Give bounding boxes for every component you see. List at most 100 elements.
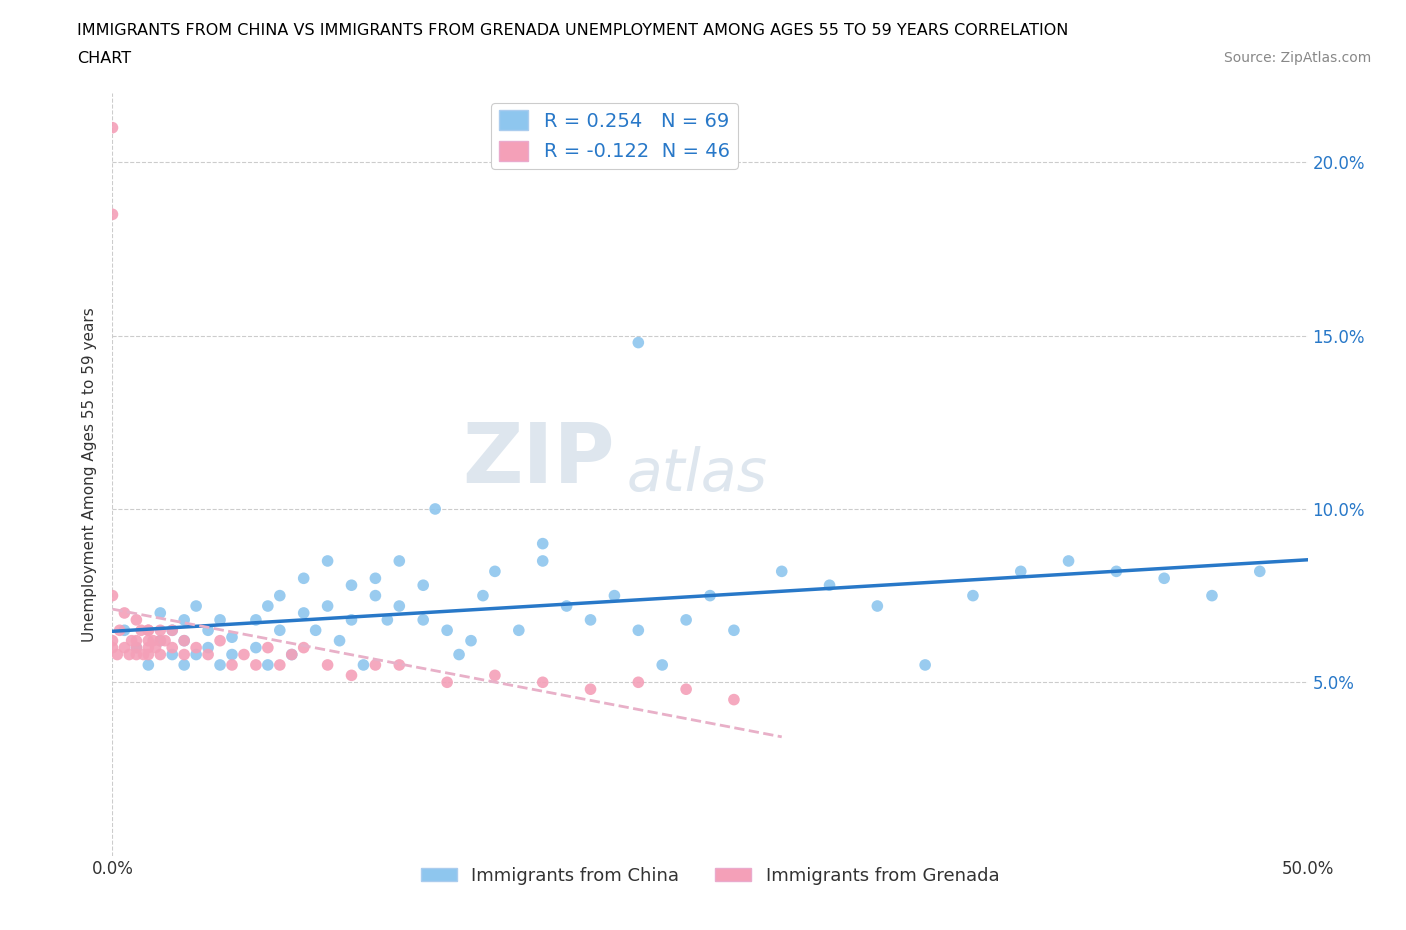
Point (555, 599, 578, 614)
Point (221, 647, 243, 662)
Point (132, 647, 155, 662)
Point (770, 564, 793, 578)
Point (329, 633, 352, 648)
Point (364, 658, 387, 672)
Point (101, 206, 124, 221)
Point (138, 658, 160, 672)
Point (257, 599, 280, 614)
Point (125, 633, 148, 648)
Point (388, 658, 411, 672)
Point (352, 658, 374, 672)
Point (460, 633, 482, 648)
Point (108, 623, 131, 638)
Point (186, 640, 208, 655)
Point (388, 599, 411, 614)
Point (269, 623, 291, 638)
Point (269, 588, 291, 603)
Point (627, 335, 650, 350)
Point (245, 640, 267, 655)
Point (1105, 564, 1128, 578)
Point (114, 605, 135, 620)
Point (388, 553, 411, 568)
Point (340, 578, 363, 592)
Point (125, 640, 148, 655)
Point (149, 633, 172, 648)
Text: IMMIGRANTS FROM CHINA VS IMMIGRANTS FROM GRENADA UNEMPLOYMENT AMONG AGES 55 TO 5: IMMIGRANTS FROM CHINA VS IMMIGRANTS FROM… (77, 23, 1069, 38)
Text: Source: ZipAtlas.com: Source: ZipAtlas.com (1223, 51, 1371, 65)
Point (1010, 564, 1032, 578)
Point (447, 647, 470, 662)
Point (129, 623, 152, 638)
Text: CHART: CHART (77, 51, 131, 66)
Point (1201, 588, 1223, 603)
Point (627, 675, 650, 690)
Point (340, 668, 363, 683)
Point (125, 640, 148, 655)
Point (197, 640, 219, 655)
Point (531, 537, 554, 551)
Point (101, 120, 124, 135)
Point (197, 647, 219, 662)
Point (173, 613, 195, 628)
Point (138, 633, 160, 648)
Point (364, 588, 387, 603)
Point (579, 613, 602, 628)
Point (162, 623, 183, 638)
Point (149, 633, 172, 648)
Point (173, 633, 195, 648)
Point (186, 647, 208, 662)
Point (173, 647, 195, 662)
Point (472, 588, 495, 603)
Point (142, 633, 165, 648)
Point (101, 588, 124, 603)
Point (245, 658, 267, 672)
Point (579, 682, 602, 697)
Point (101, 640, 124, 655)
Point (209, 613, 232, 628)
Point (425, 501, 447, 516)
Point (281, 647, 304, 662)
Point (316, 599, 339, 614)
Text: atlas: atlas (627, 445, 768, 503)
Point (292, 605, 315, 620)
Point (675, 682, 697, 697)
Point (377, 613, 399, 628)
Point (484, 668, 506, 683)
Point (305, 623, 328, 638)
Point (723, 692, 745, 707)
Point (866, 599, 889, 614)
Point (281, 647, 304, 662)
Point (114, 640, 135, 655)
Point (436, 675, 458, 690)
Point (197, 623, 219, 638)
Point (627, 623, 650, 638)
Point (245, 613, 267, 628)
Point (209, 633, 232, 648)
Point (914, 658, 936, 672)
Point (149, 623, 172, 638)
Point (651, 658, 673, 672)
Point (603, 588, 626, 603)
Point (101, 633, 124, 648)
Point (153, 633, 176, 648)
Point (531, 553, 554, 568)
Point (221, 630, 243, 644)
Point (162, 647, 183, 662)
Point (149, 605, 172, 620)
Point (508, 623, 530, 638)
Point (269, 658, 291, 672)
Point (114, 623, 135, 638)
Point (173, 658, 195, 672)
Point (138, 640, 160, 655)
Point (257, 640, 280, 655)
Point (162, 640, 183, 655)
Point (962, 588, 984, 603)
Point (484, 564, 506, 578)
Point (173, 633, 195, 648)
Point (531, 675, 554, 690)
Point (138, 647, 160, 662)
Point (105, 647, 128, 662)
Point (1249, 564, 1271, 578)
Point (145, 640, 167, 655)
Point (233, 647, 256, 662)
